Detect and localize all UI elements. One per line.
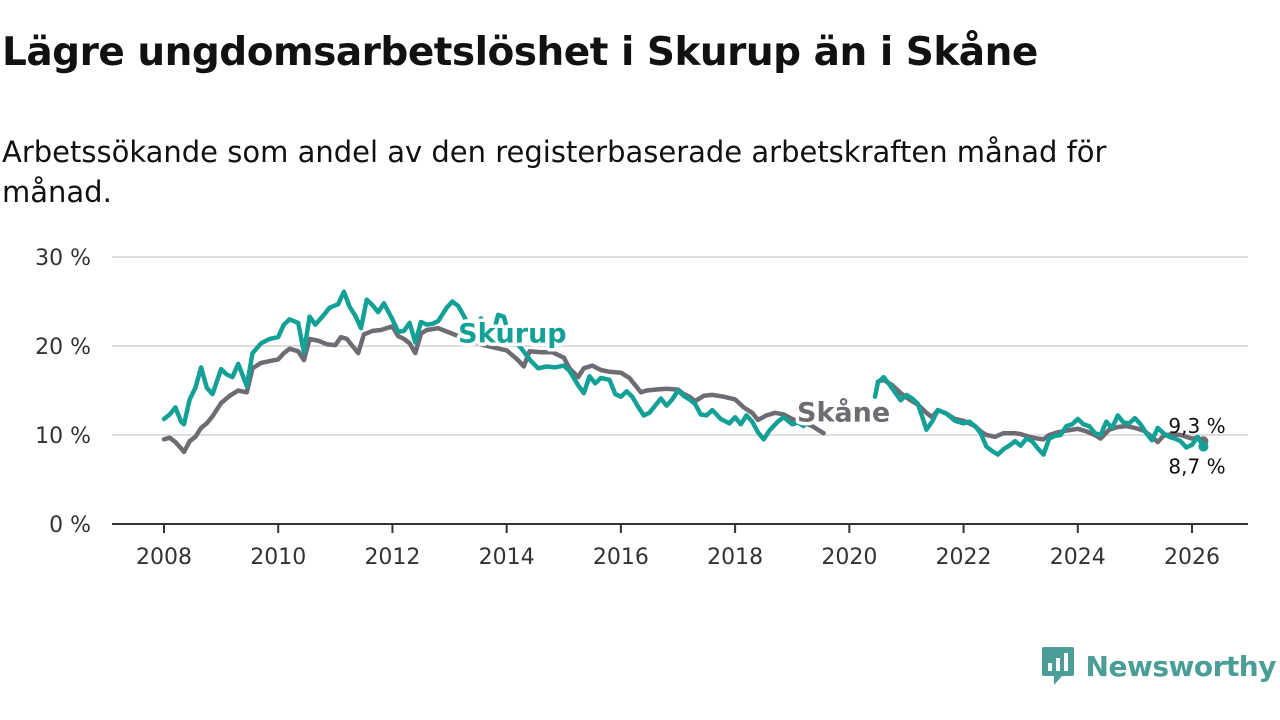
- end-label-skane: 9,3 %: [1168, 414, 1225, 438]
- x-tick-label: 2016: [593, 545, 649, 570]
- end-label-skurup: 8,7 %: [1168, 455, 1225, 479]
- brand-logo: Newsworthy: [1040, 646, 1277, 686]
- x-tick-label: 2008: [136, 545, 192, 570]
- newsworthy-logo-icon: [1041, 647, 1074, 685]
- x-tick-label: 2022: [936, 545, 992, 570]
- series-line-skurup: [161, 289, 1206, 457]
- series-label-skane: Skåne: [797, 397, 890, 429]
- x-tick-label: 2018: [707, 545, 763, 570]
- chart-title: Lägre ungdomsarbetslöshet i Skurup än i …: [2, 30, 1038, 75]
- series-label-skurup: Skurup: [458, 318, 567, 349]
- x-tick-label: 2010: [250, 545, 306, 570]
- chart-subtitle: Arbetssökande som andel av den registerb…: [2, 135, 1107, 209]
- y-tick-label: 30 %: [35, 246, 91, 271]
- series-line-skane: [161, 324, 1206, 455]
- y-tick-label: 0 %: [49, 513, 91, 538]
- y-tick-label: 20 %: [35, 335, 91, 360]
- x-tick-label: 2026: [1164, 545, 1220, 570]
- y-axis-ticks: 0 % 10 % 20 % 30 %: [35, 246, 91, 538]
- x-tick-label: 2020: [821, 545, 877, 570]
- x-axis-ticks: 2008 2010 2012 2014 2016 2018 2020 2022 2024 2026: [136, 524, 1220, 570]
- y-tick-label: 10 %: [35, 424, 91, 449]
- x-tick-label: 2014: [479, 545, 535, 570]
- brand-name: Newsworthy: [1085, 649, 1277, 683]
- series-lines: [161, 289, 1209, 457]
- series-labels: 9,3 % 8,7 % Skurup Skåne: [455, 315, 1226, 479]
- x-tick-label: 2012: [364, 545, 420, 570]
- end-point-skurup: [1198, 441, 1209, 452]
- x-tick-label: 2024: [1050, 545, 1106, 570]
